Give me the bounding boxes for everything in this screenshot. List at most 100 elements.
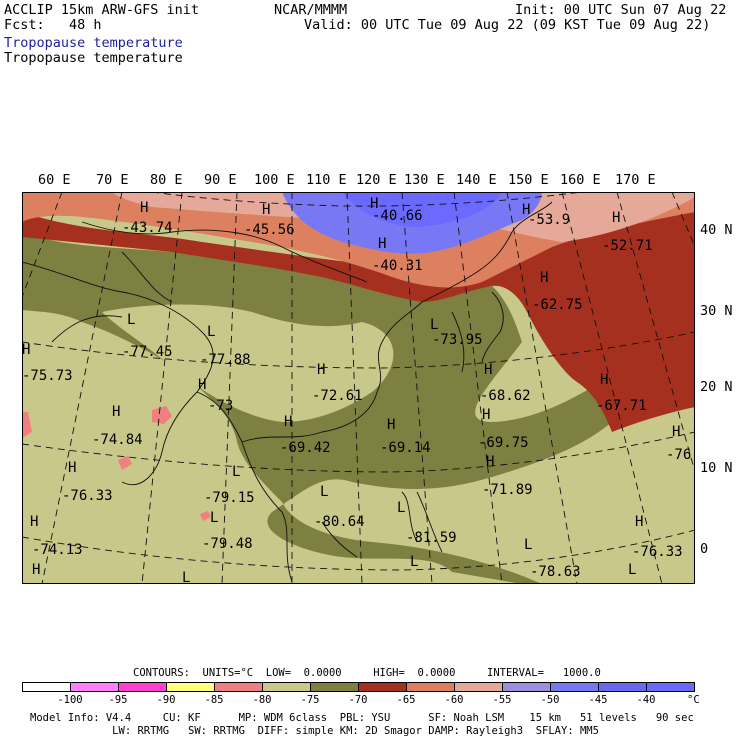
model-info-line1: Model Info: V4.4 CU: KF MP: WDM 6class P… xyxy=(30,712,694,724)
extremum-value: -76.33 xyxy=(62,488,113,504)
field-spot-80a xyxy=(152,406,172,424)
legend-label: -65 xyxy=(396,694,416,706)
extremum-value: -73 xyxy=(208,398,233,414)
graticule xyxy=(22,192,695,584)
extremum-value: -76.8 xyxy=(666,447,695,463)
legend-label: -55 xyxy=(492,694,512,706)
init-time: Init: 00 UTC Sun 07 Aug 22 xyxy=(515,2,727,18)
field-title-primary: Tropopause temperature xyxy=(4,35,183,51)
longitude-label: 170 E xyxy=(615,172,656,188)
low-marker: L xyxy=(628,562,636,578)
high-marker: H xyxy=(482,407,490,423)
field-spot-80b xyxy=(118,456,132,470)
extremum-value: -80.64 xyxy=(314,514,365,530)
field-band-40 xyxy=(342,192,502,227)
latitude-label: 40 N xyxy=(700,222,733,238)
extremum-value: -69.14 xyxy=(380,440,431,456)
legend-swatch xyxy=(550,682,599,692)
extremum-value: -79.48 xyxy=(202,536,253,552)
longitude-label: 140 E xyxy=(456,172,497,188)
legend-swatch xyxy=(262,682,311,692)
extremum-value: -73.95 xyxy=(432,332,483,348)
high-marker: H xyxy=(378,236,386,252)
extremum-value: -81.59 xyxy=(406,530,457,546)
high-marker: H xyxy=(284,414,292,430)
extremum-value: -62.75 xyxy=(532,297,583,313)
legend-label: -85 xyxy=(204,694,224,706)
low-marker: L xyxy=(127,312,135,328)
legend-label: -45 xyxy=(588,694,608,706)
high-marker: H xyxy=(30,514,38,530)
coastlines xyxy=(22,201,553,583)
latitude-label: 30 N xyxy=(700,303,733,319)
legend-label: -40 xyxy=(636,694,656,706)
extremum-value: -52.71 xyxy=(602,238,653,254)
field-spot-80c xyxy=(22,412,32,438)
tropopause-temperature-map: H-43.74H-45.56H-40.66H-40.31H-53.9 H-52.7… xyxy=(22,192,695,584)
legend-swatch xyxy=(358,682,407,692)
valid-time: Valid: 00 UTC Tue 09 Aug 22 (09 KST Tue … xyxy=(304,17,711,33)
high-marker: H xyxy=(540,270,548,286)
extremum-value: -68.62 xyxy=(480,388,531,404)
high-marker: H xyxy=(387,417,395,433)
extremum-value: -71.89 xyxy=(482,482,533,498)
model-title: ACCLIP 15km ARW-GFS init xyxy=(4,2,200,18)
extremum-value: -53.9 xyxy=(528,212,570,228)
legend-swatch xyxy=(406,682,455,692)
forecast-hour: Fcst: 48 h xyxy=(4,17,102,33)
longitude-label: 100 E xyxy=(254,172,295,188)
legend-label: -90 xyxy=(156,694,176,706)
legend-swatch xyxy=(454,682,503,692)
longitude-label: 70 E xyxy=(96,172,129,188)
legend-swatch xyxy=(70,682,119,692)
model-info-line2: LW: RRTMG SW: RRTMG DIFF: simple KM: 2D … xyxy=(30,725,599,737)
latitude-label: 0 xyxy=(700,541,709,557)
high-marker: H xyxy=(198,377,206,393)
legend-swatch xyxy=(598,682,647,692)
extremum-value: -77.45 xyxy=(122,344,173,360)
longitude-label: 80 E xyxy=(150,172,183,188)
extremum-value: -74.13 xyxy=(32,542,83,558)
high-marker: H xyxy=(370,196,378,212)
low-marker: L xyxy=(430,317,438,333)
high-marker: H xyxy=(262,202,270,218)
extremum-value: -43.74 xyxy=(122,220,173,236)
extrema-annotations: H-43.74H-45.56H-40.66H-40.31H-53.9 H-52.7… xyxy=(22,196,695,584)
high-marker: H xyxy=(112,404,120,420)
legend-label: -75 xyxy=(300,694,320,706)
low-marker: L xyxy=(232,464,240,480)
low-marker: L xyxy=(410,554,418,570)
high-marker: H xyxy=(32,562,40,578)
legend-swatch xyxy=(166,682,215,692)
extremum-value: -67.71 xyxy=(596,398,647,414)
high-marker: H xyxy=(486,454,494,470)
high-marker: H xyxy=(22,342,30,358)
high-marker: H xyxy=(600,372,608,388)
legend-unit: °C xyxy=(687,694,700,706)
legend-label: -95 xyxy=(108,694,128,706)
high-marker: H xyxy=(317,362,325,378)
legend-swatch xyxy=(502,682,551,692)
low-marker: L xyxy=(182,570,190,584)
high-marker: H xyxy=(484,362,492,378)
longitude-label: 90 E xyxy=(204,172,237,188)
extremum-value: -69.42 xyxy=(280,440,331,456)
extremum-value: -79.15 xyxy=(204,490,255,506)
contours-info: CONTOURS: UNITS=°C LOW= 0.0000 HIGH= 0.0… xyxy=(133,667,601,679)
high-marker: H xyxy=(612,210,620,226)
extremum-value: -40.31 xyxy=(372,258,423,274)
latitude-label: 20 N xyxy=(700,379,733,395)
low-marker: L xyxy=(524,537,532,553)
high-marker: H xyxy=(672,424,680,440)
extremum-value: -40.66 xyxy=(372,208,423,224)
high-marker: H xyxy=(68,460,76,476)
legend-label: -70 xyxy=(348,694,368,706)
low-marker: L xyxy=(397,500,405,516)
low-marker: L xyxy=(320,484,328,500)
high-marker: H xyxy=(635,514,643,530)
longitude-label: 150 E xyxy=(508,172,549,188)
latitude-label: 10 N xyxy=(700,460,733,476)
longitude-label: 130 E xyxy=(404,172,445,188)
organization: NCAR/MMMM xyxy=(274,2,348,18)
high-marker: H xyxy=(522,202,530,218)
